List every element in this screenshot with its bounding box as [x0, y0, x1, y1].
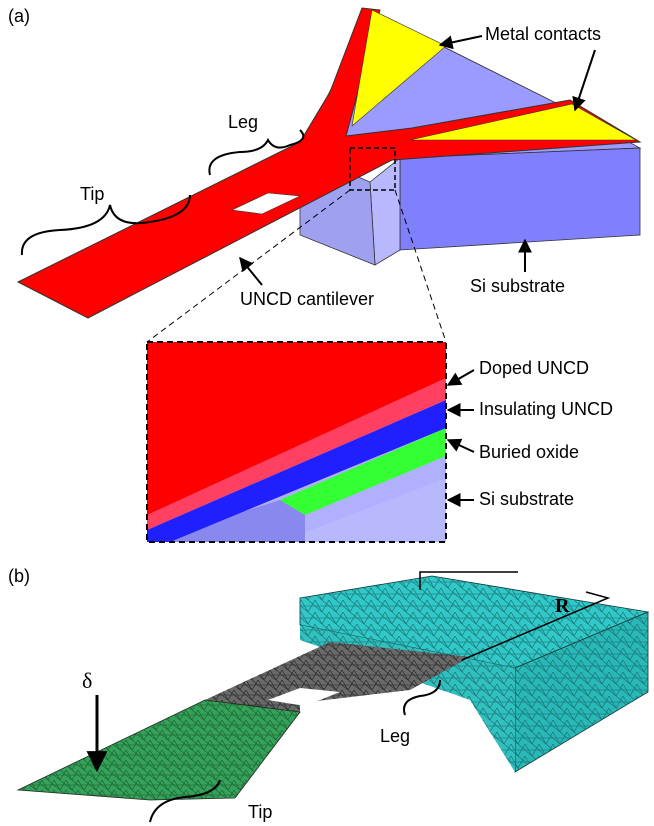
label: Tip	[248, 802, 272, 822]
panel-label: (a)	[8, 6, 30, 26]
label: Leg	[380, 726, 410, 746]
label: Si substrate	[479, 489, 574, 509]
figure: (a) Tip Leg Metal contacts UNCD cantilev…	[0, 0, 654, 826]
label: Leg	[228, 112, 258, 132]
label: Si substrate	[470, 276, 565, 296]
arrow	[240, 258, 262, 285]
inset	[147, 342, 446, 542]
label: Insulating UNCD	[479, 399, 613, 419]
label: Metal contacts	[485, 24, 601, 44]
arrow	[440, 36, 482, 45]
mesh-cantilever	[18, 642, 470, 800]
label: δ	[82, 668, 92, 693]
label: Tip	[80, 184, 104, 204]
label: Buried oxide	[479, 442, 579, 462]
panel-label: (b)	[8, 566, 30, 586]
label: UNCD cantilever	[240, 289, 374, 309]
arrow	[575, 50, 595, 110]
label: Doped UNCD	[479, 358, 589, 378]
arrow	[448, 440, 474, 452]
label: R	[555, 595, 570, 617]
arrow	[448, 370, 474, 385]
